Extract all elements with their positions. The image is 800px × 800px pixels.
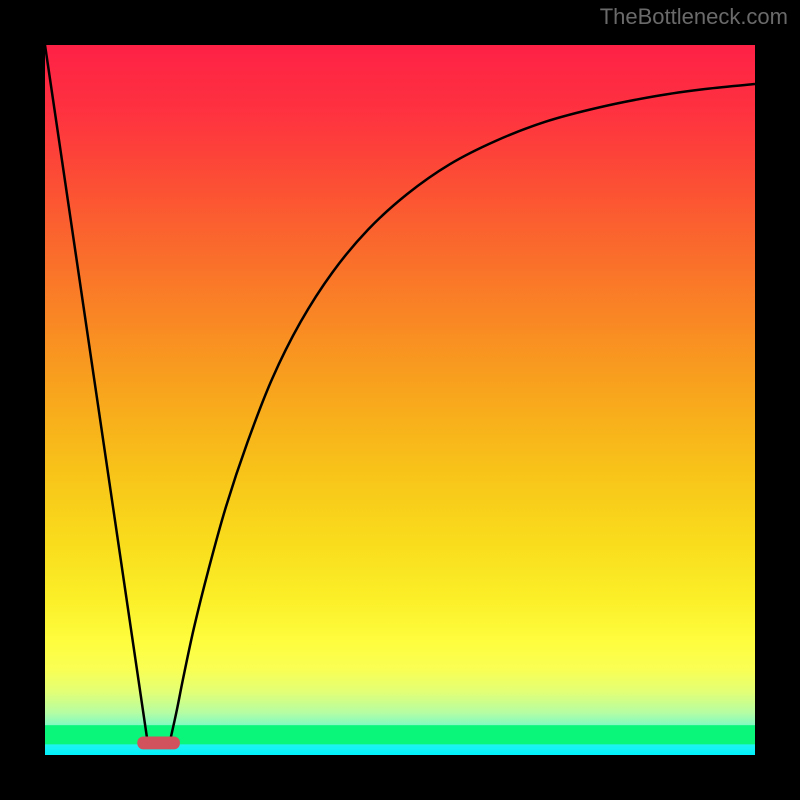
watermark-text: TheBottleneck.com: [600, 4, 788, 30]
chart-container: TheBottleneck.com: [0, 0, 800, 800]
gradient-background: [45, 45, 755, 755]
chart-svg: [0, 0, 800, 800]
minimum-marker: [137, 737, 180, 750]
